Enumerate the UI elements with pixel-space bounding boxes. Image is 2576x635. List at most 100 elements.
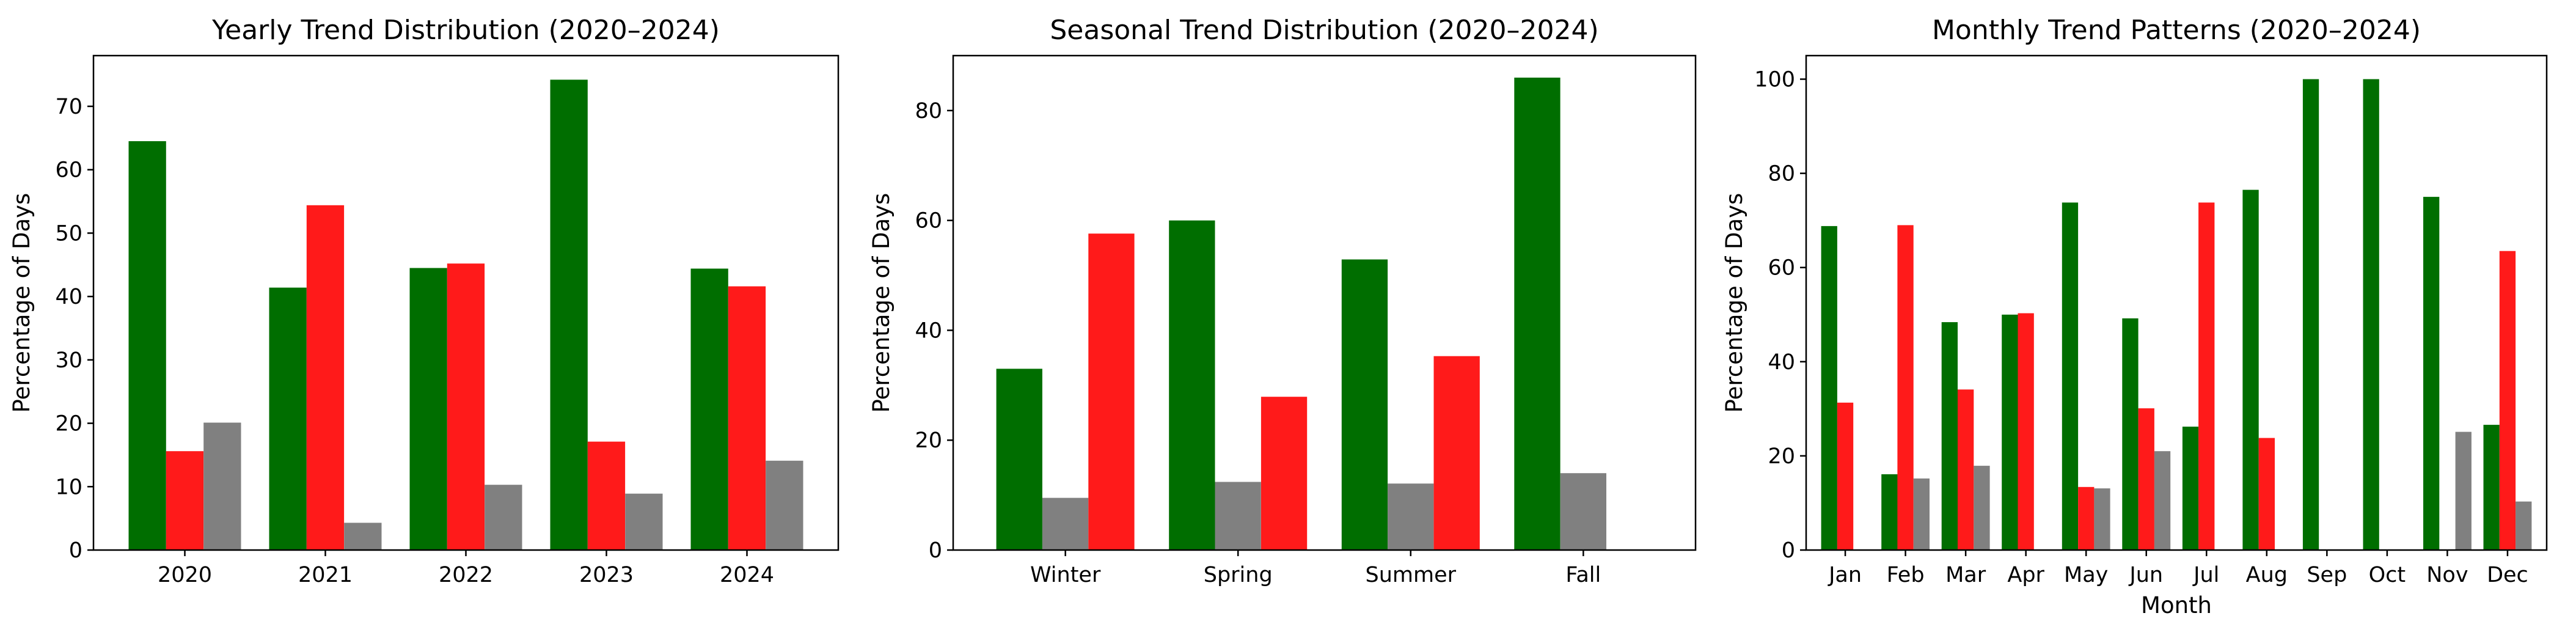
bar-nov-s3 <box>2455 431 2472 550</box>
y-tick-label: 0 <box>1782 538 1795 563</box>
x-tick-label-2023: 2023 <box>579 563 634 587</box>
x-tick-label-fall: Fall <box>1565 563 1601 587</box>
x-tick-label-jul: Jul <box>2192 563 2219 587</box>
x-tick-label-mar: Mar <box>1945 563 1986 587</box>
bar-2020-s1 <box>128 141 166 550</box>
bar-may-s3 <box>2094 488 2110 550</box>
bar-jul-s1 <box>2182 427 2199 550</box>
bar-feb-s3 <box>1913 478 1930 550</box>
y-tick-label: 70 <box>55 95 82 119</box>
bar-jan-s2 <box>1837 402 1854 550</box>
bar-2020-s2 <box>166 451 204 550</box>
y-axis-label: Percentage of Days <box>1721 193 1747 413</box>
bar-2022-s3 <box>485 485 522 550</box>
x-tick-label-2024: 2024 <box>720 563 774 587</box>
bar-winter-s2 <box>1042 497 1089 550</box>
x-tick-label-jan: Jan <box>1828 563 1862 587</box>
x-tick-label-oct: Oct <box>2369 563 2406 587</box>
plot-frame <box>1805 54 2548 551</box>
bar-2024-s2 <box>728 286 766 550</box>
bar-sep-s1 <box>2302 79 2319 550</box>
bar-summer-s3 <box>1433 356 1480 550</box>
y-tick-label: 100 <box>1754 68 1795 92</box>
bar-2024-s1 <box>690 268 728 550</box>
bar-nov-s1 <box>2423 197 2440 551</box>
bar-2023-s3 <box>625 493 663 550</box>
bar-spring-s3 <box>1261 397 1308 550</box>
bar-aug-s1 <box>2242 189 2259 551</box>
bar-winter-s3 <box>1088 233 1135 550</box>
bar-winter-s1 <box>996 369 1042 550</box>
bar-dec-s3 <box>2516 501 2532 550</box>
x-tick-label-apr: Apr <box>2007 563 2044 587</box>
bar-2021-s2 <box>306 205 345 550</box>
bar-jul-s2 <box>2198 202 2215 550</box>
y-tick-label: 80 <box>915 99 942 123</box>
bar-summer-s1 <box>1341 259 1388 550</box>
y-tick-label: 40 <box>1768 350 1795 375</box>
bar-dec-s2 <box>2499 251 2516 550</box>
x-tick-label-nov: Nov <box>2426 563 2468 587</box>
x-tick-label-dec: Dec <box>2487 563 2528 587</box>
bar-aug-s2 <box>2258 438 2275 550</box>
bar-2022-s2 <box>447 263 485 550</box>
bar-2021-s3 <box>344 523 382 550</box>
bar-spring-s2 <box>1215 482 1261 550</box>
bar-2022-s1 <box>409 268 447 550</box>
bar-feb-s1 <box>1881 474 1898 550</box>
bar-2024-s3 <box>766 460 803 550</box>
x-tick-label-2021: 2021 <box>298 563 353 587</box>
y-tick-label: 50 <box>55 221 82 246</box>
chart-title: Yearly Trend Distribution (2020–2024) <box>211 15 720 46</box>
x-tick-label-aug: Aug <box>2246 563 2288 587</box>
x-tick-label-spring: Spring <box>1204 563 1273 587</box>
chart-title: Monthly Trend Patterns (2020–2024) <box>1932 15 2421 46</box>
bar-dec-s1 <box>2483 425 2500 550</box>
y-tick-label: 60 <box>1768 256 1795 281</box>
bar-fall-s2 <box>1560 473 1606 550</box>
x-tick-label-2020: 2020 <box>158 563 212 587</box>
bar-may-s2 <box>2078 486 2095 550</box>
y-tick-label: 40 <box>55 285 82 309</box>
y-tick-label: 0 <box>929 538 942 563</box>
bar-mar-s2 <box>1958 389 1974 550</box>
x-tick-label-may: May <box>2064 563 2108 587</box>
x-tick-label-summer: Summer <box>1366 563 1457 587</box>
y-tick-label: 20 <box>55 412 82 436</box>
bar-spring-s1 <box>1169 220 1215 550</box>
bar-2023-s2 <box>587 441 626 550</box>
bar-jun-s1 <box>2122 318 2139 550</box>
y-tick-label: 80 <box>1768 162 1795 186</box>
y-tick-label: 40 <box>915 318 942 343</box>
y-tick-label: 60 <box>55 158 82 183</box>
bar-jan-s1 <box>1821 226 1837 550</box>
y-tick-label: 30 <box>55 348 82 373</box>
x-tick-label-sep: Sep <box>2307 563 2347 587</box>
bar-2020-s3 <box>203 422 241 550</box>
x-tick-label-jun: Jun <box>2128 563 2163 587</box>
chart-panel-1: 0 10 20 30 40 50 60 70 2020 2021 2022 2023 2024 Yearl… <box>9 15 840 587</box>
bar-jun-s3 <box>2154 451 2171 550</box>
x-tick-label-2022: 2022 <box>439 563 493 587</box>
chart-panel-3: 0 20 40 60 80 100 Jan Feb Mar Apr May Jun Jul Aug Sep O… <box>1721 15 2548 618</box>
bar-oct-s1 <box>2363 79 2379 550</box>
bar-may-s1 <box>2062 202 2079 550</box>
bar-2023-s1 <box>550 79 588 550</box>
bar-2021-s1 <box>269 287 307 550</box>
x-tick-label-feb: Feb <box>1887 563 1925 587</box>
bar-feb-s2 <box>1897 225 1914 550</box>
y-tick-label: 0 <box>69 538 82 563</box>
x-tick-label-winter: Winter <box>1030 563 1101 587</box>
y-tick-label: 20 <box>915 428 942 453</box>
bar-jun-s2 <box>2138 408 2154 550</box>
y-tick-label: 60 <box>915 209 942 233</box>
y-tick-label: 10 <box>55 475 82 499</box>
x-axis-label: Month <box>2141 592 2212 618</box>
bar-apr-s2 <box>2018 313 2034 550</box>
bar-mar-s3 <box>1974 466 1990 550</box>
y-axis-label: Percentage of Days <box>868 193 895 413</box>
bar-fall-s1 <box>1514 78 1561 550</box>
chart-panel-2: 0 20 40 60 80 Winter Spring Summer Fall Seasonal … <box>868 15 1697 587</box>
y-axis-label: Percentage of Days <box>9 193 35 413</box>
